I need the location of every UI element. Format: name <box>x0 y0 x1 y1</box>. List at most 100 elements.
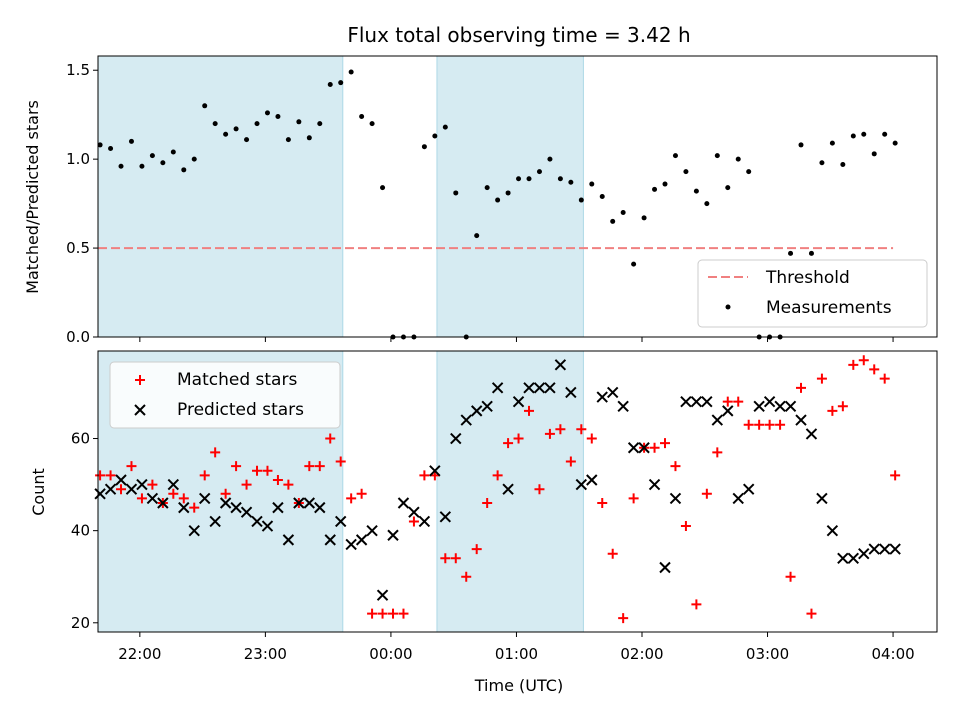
matched-star-point <box>325 433 336 444</box>
matched-star-point <box>95 470 106 481</box>
predicted-star-point <box>157 497 169 509</box>
measurement-point <box>212 121 218 127</box>
predicted-star-point <box>366 524 378 537</box>
matched-star-point <box>848 359 859 370</box>
x-tick-label: 23:00 <box>244 645 287 663</box>
predicted-star-point <box>533 382 546 394</box>
measurement-point <box>840 161 846 167</box>
legend-frame <box>697 259 928 328</box>
measurement-point <box>97 142 103 148</box>
predicted-star-point <box>512 395 525 408</box>
matched-star-point <box>272 474 283 485</box>
y-tick-label: 0.5 <box>66 239 90 257</box>
matched-star-point <box>335 456 346 467</box>
matched-star-point <box>377 608 388 619</box>
matched-star-point <box>199 470 210 481</box>
matched-star-point <box>680 521 691 532</box>
predicted-star-point <box>209 515 221 528</box>
matched-star-point <box>252 465 263 476</box>
predicted-star-point <box>115 474 127 486</box>
predicted-star-point <box>387 529 399 541</box>
matched-star-point <box>492 470 503 481</box>
matched-star-point <box>231 461 242 472</box>
matched-star-point <box>136 493 147 504</box>
predicted-star-point <box>418 515 431 528</box>
measurement-point <box>160 160 166 166</box>
predicted-star-point <box>805 428 818 440</box>
matched-star-point <box>649 442 660 453</box>
legend-measurement-swatch <box>725 304 731 310</box>
matched-star-point <box>607 548 618 559</box>
predicted-star-point <box>125 483 138 495</box>
top-y-axis-label: Matched/Predicted stars <box>23 100 42 294</box>
measurement-point <box>704 201 710 207</box>
measurement-point <box>296 119 302 125</box>
measurement-point <box>495 197 501 203</box>
predicted-star-point <box>230 501 242 514</box>
measurement-point <box>714 153 720 159</box>
predicted-star-point <box>878 543 891 555</box>
measurement-point <box>254 121 260 127</box>
predicted-star-point <box>282 534 295 546</box>
predicted-star-point <box>763 395 776 408</box>
matched-star-point <box>283 479 294 490</box>
matched-star-point <box>555 424 566 435</box>
predicted-star-point <box>606 386 619 399</box>
y-tick-label: 60 <box>71 430 90 448</box>
measurement-point <box>882 131 888 137</box>
plot-frame <box>97 55 938 338</box>
predicted-star-point <box>858 547 870 560</box>
predicted-star-point <box>753 400 765 412</box>
matched-star-point <box>754 419 765 430</box>
measurement-point <box>338 80 344 86</box>
measurement-point <box>244 137 250 143</box>
measurement-point <box>453 190 459 196</box>
predicted-star-point <box>334 515 347 528</box>
predicted-star-point <box>136 478 148 491</box>
predicted-star-point <box>837 552 849 565</box>
matched-star-point <box>597 498 608 509</box>
measurement-point <box>861 131 867 137</box>
legend-measurement-label: Measurements <box>766 298 892 318</box>
measurement-point <box>264 110 270 116</box>
matched-star-point <box>147 479 158 490</box>
measurement-point <box>599 194 605 199</box>
measurement-point <box>662 181 668 187</box>
x-tick-label: 00:00 <box>369 645 412 663</box>
matched-star-point <box>356 488 367 499</box>
matched-star-point <box>241 479 252 490</box>
matched-star-point <box>701 488 712 499</box>
matched-star-point <box>628 493 639 504</box>
y-tick-label: 0.0 <box>66 328 90 346</box>
measurement-point <box>526 176 532 182</box>
predicted-star-point <box>198 492 211 505</box>
matched-star-point <box>827 405 838 416</box>
measurement-point <box>327 81 333 87</box>
predicted-star-point <box>439 511 452 523</box>
predicted-star-point <box>293 497 305 509</box>
predicted-star-point <box>355 534 368 546</box>
matched-star-point <box>890 470 901 481</box>
matched-star-point <box>837 401 848 412</box>
measurement-point <box>306 135 312 141</box>
predicted-star-point <box>146 492 159 505</box>
measurement-point <box>474 233 480 239</box>
matched-star-point <box>314 461 325 472</box>
predicted-star-point <box>261 520 274 532</box>
measurement-point <box>317 121 323 127</box>
predicted-star-point <box>617 400 629 412</box>
matched-star-point <box>419 470 430 481</box>
measurement-point <box>547 156 553 162</box>
measurement-point <box>223 131 229 137</box>
legend-matched-swatch <box>135 375 145 385</box>
matched-star-point <box>116 484 127 495</box>
matched-star-point <box>858 355 869 366</box>
matched-star-point <box>367 608 378 619</box>
chart-title: Flux total observing time = 3.42 h <box>347 23 690 47</box>
measurement-point <box>610 218 616 224</box>
predicted-star-point <box>376 589 389 601</box>
matched-star-point <box>691 599 702 610</box>
predicted-star-point <box>627 442 640 454</box>
predicted-star-point <box>94 488 106 500</box>
matched-star-point <box>544 428 555 439</box>
